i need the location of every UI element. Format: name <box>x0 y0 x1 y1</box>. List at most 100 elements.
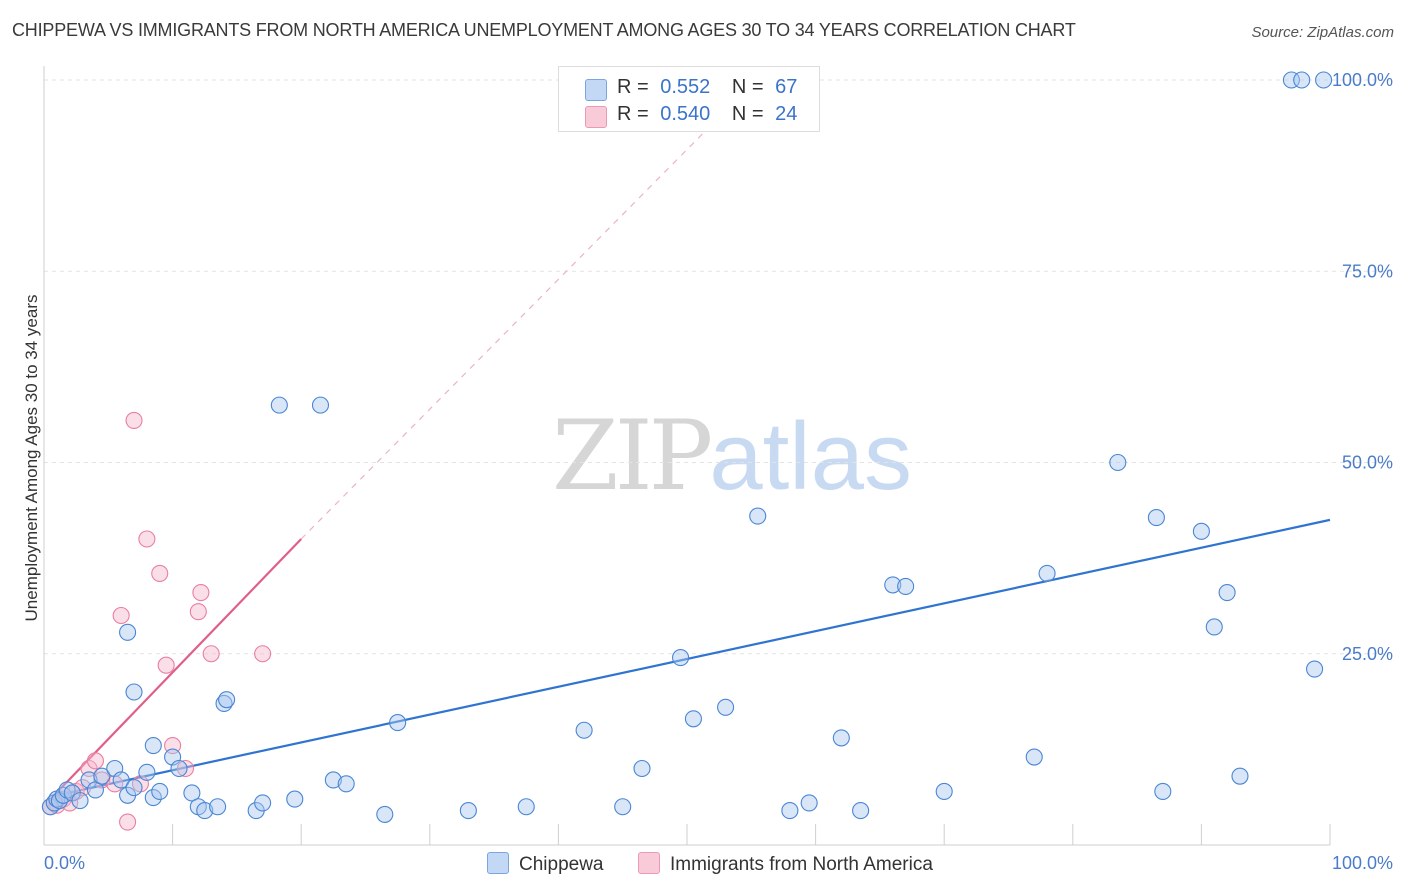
data-point-chippewa <box>852 802 870 820</box>
data-point-chippewa <box>151 782 169 801</box>
data-point-chippewa <box>897 577 915 595</box>
data-point-chippewa <box>125 779 143 797</box>
data-point-chippewa <box>254 794 272 812</box>
data-point-immigrants <box>119 813 137 831</box>
data-point-chippewa <box>1293 71 1311 89</box>
data-point-chippewa <box>144 736 162 755</box>
data-point-chippewa <box>183 784 201 802</box>
points-immigrants <box>41 411 272 831</box>
legend-label-chippewa: Chippewa <box>519 854 604 875</box>
data-point-chippewa <box>1147 509 1165 527</box>
legend-swatch-pink <box>585 106 607 128</box>
legend-r-value: 0.552 <box>660 76 711 98</box>
data-point-chippewa <box>144 789 162 807</box>
data-point-immigrants <box>202 645 220 663</box>
data-point-chippewa <box>1154 782 1172 801</box>
data-point-immigrants <box>112 606 130 625</box>
legend-n-label: N = <box>731 76 764 98</box>
data-point-chippewa <box>935 782 953 801</box>
data-point-chippewa <box>337 775 355 793</box>
chart-title: CHIPPEWA VS IMMIGRANTS FROM NORTH AMERIC… <box>12 20 1076 40</box>
tick-labels: 25.0% 50.0% 75.0% 100.0% 0.0% 100.0% <box>44 70 1393 873</box>
y-tick-label: 50.0% <box>1342 453 1393 473</box>
data-point-immigrants <box>48 796 66 814</box>
data-point-chippewa <box>1315 71 1333 89</box>
data-point-chippewa <box>517 798 535 816</box>
legend-label-immigrants: Immigrants from North America <box>670 854 933 875</box>
data-point-immigrants <box>189 603 207 621</box>
data-point-chippewa <box>459 802 477 820</box>
trend-line-chippewa <box>56 518 1331 797</box>
data-point-chippewa <box>209 798 227 816</box>
y-tick-label: 75.0% <box>1342 261 1393 281</box>
data-point-immigrants <box>151 564 169 582</box>
grid-lines <box>44 79 1390 655</box>
data-point-chippewa <box>286 790 304 808</box>
legend-swatch-immigrants <box>638 852 660 874</box>
data-point-chippewa <box>1109 453 1127 472</box>
legend-swatch-blue <box>585 79 607 101</box>
data-point-chippewa <box>119 623 137 641</box>
data-point-chippewa <box>86 781 104 799</box>
legend-n-value: 24 <box>775 103 798 125</box>
data-point-chippewa <box>389 714 407 732</box>
data-point-immigrants <box>93 771 111 789</box>
data-point-immigrants <box>176 759 195 778</box>
legend-r-label: R = <box>617 103 649 125</box>
data-point-chippewa <box>832 729 850 747</box>
data-point-immigrants <box>86 752 104 770</box>
data-point-chippewa <box>672 649 690 667</box>
data-point-chippewa <box>125 683 143 701</box>
data-point-immigrants <box>157 656 175 674</box>
y-axis-label: Unemployment Among Ages 30 to 34 years <box>22 295 41 622</box>
data-point-chippewa <box>1282 71 1300 89</box>
data-point-chippewa <box>376 805 394 823</box>
data-point-chippewa <box>1038 564 1056 582</box>
data-point-immigrants <box>138 530 156 548</box>
x-tick-label: 100.0% <box>1332 853 1393 873</box>
legend-item-chippewa: Chippewa <box>487 852 604 876</box>
data-point-chippewa <box>781 802 799 820</box>
data-point-chippewa <box>749 507 767 525</box>
data-point-chippewa <box>324 771 342 789</box>
data-point-chippewa <box>93 767 111 785</box>
stats-legend: R = 0.552 N = 67 R = 0.540 N = 24 <box>558 66 820 132</box>
data-point-chippewa <box>717 698 735 716</box>
axes <box>43 66 1331 846</box>
data-point-chippewa <box>112 771 130 789</box>
legend-r-value: 0.540 <box>660 103 711 125</box>
legend-item-immigrants: Immigrants from North America <box>638 852 933 876</box>
data-point-chippewa <box>1218 583 1236 602</box>
x-tick-label: 0.0% <box>44 853 85 873</box>
legend-swatch-chippewa <box>487 852 509 874</box>
watermark: ZIPatlas <box>552 400 912 512</box>
data-point-chippewa <box>218 691 236 709</box>
source-label: Source: ZipAtlas.com <box>1251 24 1394 41</box>
data-point-chippewa <box>614 798 632 816</box>
y-tick-label: 100.0% <box>1332 70 1393 90</box>
watermark-atlas: atlas <box>709 403 912 510</box>
data-point-chippewa <box>575 721 593 739</box>
data-point-chippewa <box>58 781 76 799</box>
legend-n-label: N = <box>731 103 764 125</box>
data-point-chippewa <box>1192 522 1210 540</box>
points-chippewa <box>41 71 1333 823</box>
legend-n-value: 67 <box>775 76 798 98</box>
data-point-chippewa <box>884 576 902 594</box>
data-point-chippewa <box>633 759 651 778</box>
watermark-zip: ZIP <box>552 400 713 512</box>
data-point-chippewa <box>311 396 330 414</box>
data-point-immigrants <box>254 645 272 663</box>
data-point-immigrants <box>192 583 210 602</box>
data-point-chippewa <box>71 792 89 810</box>
data-point-chippewa <box>1025 748 1043 766</box>
legend-r-label: R = <box>617 76 649 98</box>
data-point-chippewa <box>684 710 702 728</box>
data-point-chippewa <box>1306 660 1324 678</box>
data-point-chippewa <box>800 794 818 812</box>
trend-lines <box>49 110 1331 800</box>
data-point-chippewa <box>80 771 98 789</box>
data-point-chippewa <box>196 802 214 820</box>
data-point-chippewa <box>170 759 188 778</box>
